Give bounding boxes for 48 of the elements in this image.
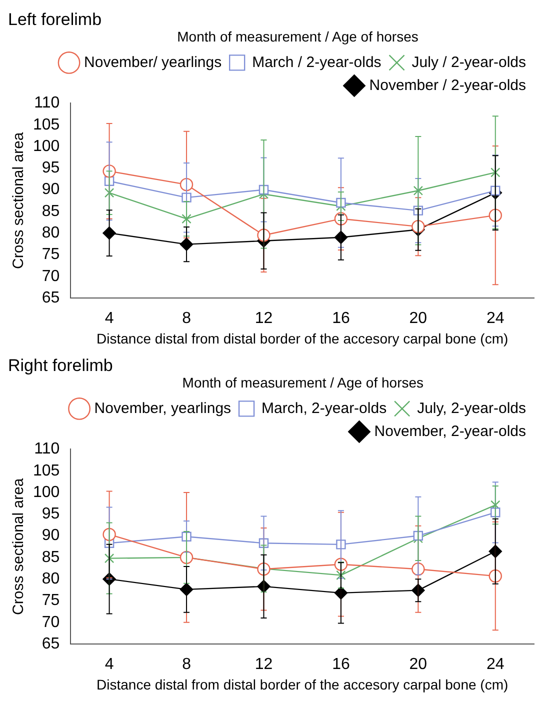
y-tick-label: 75 bbox=[42, 592, 60, 610]
y-tick-label: 100 bbox=[32, 484, 60, 501]
x-tick-label: 8 bbox=[182, 656, 192, 674]
y-tick-label: 80 bbox=[42, 224, 60, 242]
y-tick-label: 65 bbox=[42, 635, 60, 652]
y-tick-label: 105 bbox=[32, 462, 60, 480]
x-tick-label: 20 bbox=[409, 656, 428, 674]
x-tick-label: 24 bbox=[486, 310, 504, 328]
legend-label: July, 2-year-olds bbox=[417, 400, 526, 417]
y-tick-label: 90 bbox=[42, 181, 60, 198]
y-tick-label: 65 bbox=[42, 289, 60, 306]
x-tick-label: 16 bbox=[332, 310, 350, 328]
y-tick-label: 90 bbox=[42, 527, 60, 544]
y-tick-label: 85 bbox=[42, 202, 60, 220]
y-tick-label: 75 bbox=[42, 246, 60, 264]
x-tick-label: 8 bbox=[182, 310, 192, 328]
legend-title: Month of measurement / Age of horses bbox=[182, 374, 424, 390]
x-tick-label: 4 bbox=[104, 656, 114, 674]
chart-title: Left forelimb bbox=[8, 10, 102, 29]
x-tick-label: 4 bbox=[104, 310, 114, 328]
x-tick-label: 12 bbox=[254, 310, 273, 328]
x-tick-label: 20 bbox=[409, 310, 428, 328]
y-tick-label: 85 bbox=[42, 548, 60, 566]
y-tick-label: 95 bbox=[42, 506, 60, 523]
y-tick-label: 110 bbox=[34, 94, 60, 112]
x-axis-title: Distance distal from distal border of the accesory carpal bone (cm) bbox=[96, 330, 508, 346]
y-tick-label: 80 bbox=[42, 570, 60, 588]
legend-label: November, 2-year-olds bbox=[374, 422, 526, 440]
x-tick-label: 12 bbox=[254, 656, 273, 674]
legend-label: November, yearlings bbox=[94, 400, 232, 417]
y-axis-title: Cross sectional area bbox=[10, 132, 28, 269]
legend-label: November/ yearlings bbox=[84, 54, 222, 71]
legend-title: Month of measurement / Age of horses bbox=[177, 28, 418, 44]
legend-label: July / 2-year-olds bbox=[412, 54, 526, 71]
legend-label: March, 2-year-olds bbox=[262, 400, 387, 417]
y-tick-label: 110 bbox=[34, 440, 60, 458]
legend-label: November / 2-year-olds bbox=[369, 76, 526, 94]
x-tick-label: 16 bbox=[332, 656, 350, 674]
y-tick-label: 100 bbox=[32, 138, 60, 155]
legend-label: March / 2-year-olds bbox=[252, 54, 382, 71]
y-axis-title: Cross sectional area bbox=[10, 478, 28, 615]
y-tick-label: 70 bbox=[42, 268, 60, 285]
y-tick-label: 105 bbox=[32, 116, 60, 134]
y-tick-label: 70 bbox=[42, 614, 60, 631]
y-tick-label: 95 bbox=[42, 160, 60, 177]
x-tick-label: 24 bbox=[486, 656, 504, 674]
x-axis-title: Distance distal from distal border of the accesory carpal bone (cm) bbox=[96, 676, 508, 692]
chart-title: Right forelimb bbox=[8, 356, 113, 375]
